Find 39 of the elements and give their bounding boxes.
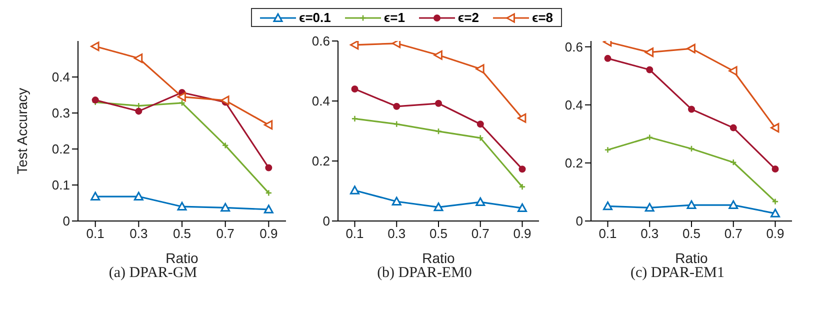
legend-label: ϵ=8 (532, 10, 554, 25)
y-tick-label: 0.6 (564, 39, 583, 54)
x-tick-label: 0.7 (724, 226, 742, 242)
x-tick-label: 0.9 (766, 226, 784, 242)
x-tick-label: 0.5 (429, 226, 448, 242)
x-tick-label: 0.9 (260, 226, 278, 242)
legend-label: ϵ=0.1 (298, 10, 331, 25)
text: (b) DPAR-EM0 (377, 265, 472, 282)
y-axis-title: Test Accuracy (14, 88, 30, 174)
x-tick-label: 0.1 (598, 226, 617, 242)
x-axis-title: Ratio (422, 250, 456, 266)
x-axis-title: Ratio (675, 250, 708, 266)
text: (a) DPAR-GM (108, 265, 198, 282)
x-axis-title: Ratio (166, 250, 199, 266)
x-tick-label: 0.9 (513, 226, 532, 242)
y-tick-label: 0 (62, 214, 70, 229)
y-tick-label: 0.1 (52, 178, 70, 193)
x-tick-label: 0.7 (216, 226, 234, 242)
y-tick-label: 0 (322, 214, 330, 229)
x-tick-label: 0.1 (346, 226, 364, 242)
y-tick-label: 0.4 (564, 97, 583, 112)
y-tick-label: 0.2 (312, 154, 330, 169)
x-tick-label: 0.5 (172, 226, 192, 242)
y-tick-label: 0.3 (52, 106, 70, 121)
x-tick-label: 0.1 (86, 226, 104, 242)
legend-label: ϵ=1 (384, 10, 405, 25)
y-tick-label: 0 (576, 214, 583, 229)
y-tick-label: 0.2 (564, 156, 583, 171)
legend-label: ϵ=2 (458, 10, 479, 25)
x-tick-label: 0.7 (471, 226, 490, 242)
x-tick-label: 0.5 (682, 226, 701, 242)
x-tick-label: 0.3 (130, 226, 148, 242)
y-tick-label: 0.6 (312, 34, 330, 49)
y-tick-label: 0.4 (312, 94, 330, 109)
y-tick-label: 0.4 (52, 70, 70, 85)
text: (c) DPAR-EM1 (630, 265, 725, 282)
y-tick-label: 0.2 (52, 142, 70, 157)
x-tick-label: 0.3 (388, 226, 406, 242)
x-tick-label: 0.3 (640, 226, 659, 242)
